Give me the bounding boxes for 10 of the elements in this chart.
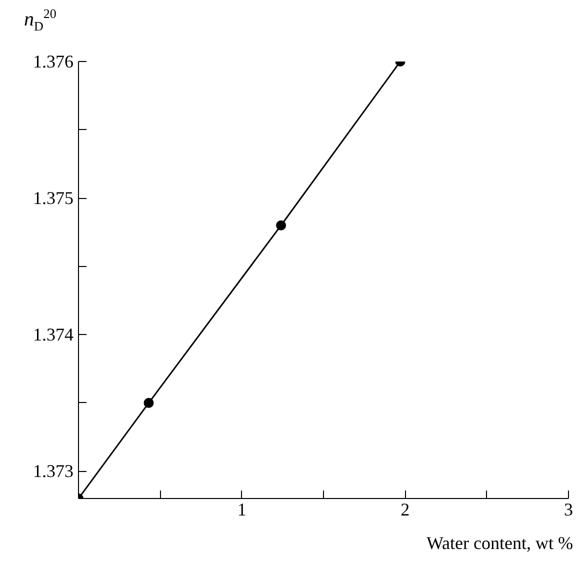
y-tick-label: 1.373 [33,461,74,482]
x-tick-label: 2 [400,500,410,520]
y-tick-label: 1.374 [33,324,74,345]
y-tick-label: 1.375 [33,188,74,208]
x-tick-label: 1 [237,500,246,520]
x-axis-title: Water content, wt % [426,532,573,555]
point [144,398,154,408]
point [276,220,286,230]
y-tick-label: 1.376 [33,52,74,72]
x-tick-label: 3 [564,500,573,520]
